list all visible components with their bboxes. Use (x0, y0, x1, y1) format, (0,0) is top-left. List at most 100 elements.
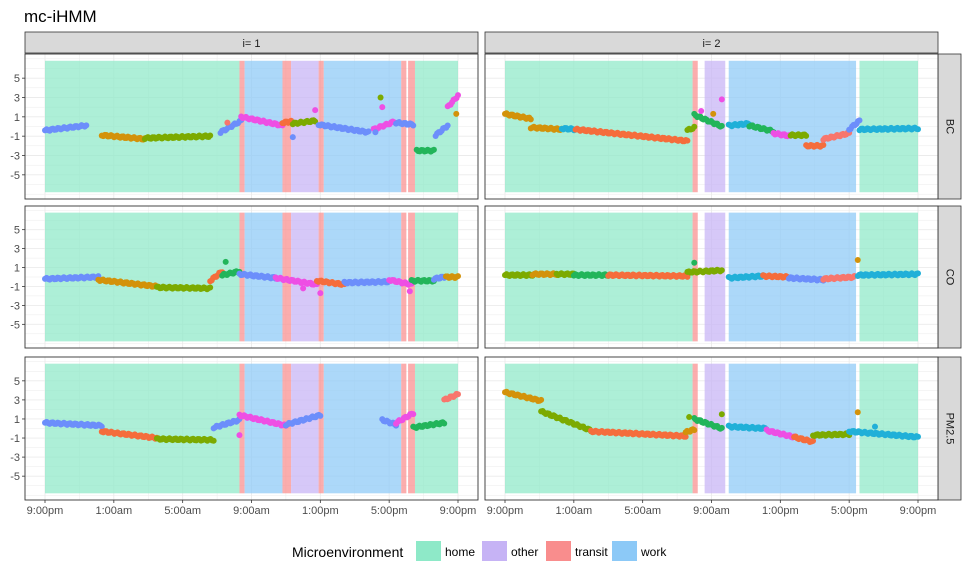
data-point (210, 437, 217, 444)
data-point-outlier (718, 411, 725, 418)
panel-i-1-co: 5 3 1 -1 -3 -5 (10, 205, 479, 349)
panel-i-1-bc: 5 3 1 -1 -3 -5 (10, 53, 479, 200)
data-point-outlier (317, 290, 324, 297)
y-tick-label: -1 (10, 433, 20, 445)
data-point (691, 427, 698, 434)
panel-i-2-pm2-5: 9:00pm 1:00am 5:00am 9:00am 1:00pm 5:00pm 9:00… (484, 356, 939, 517)
x-tick-label: 5:00pm (831, 505, 868, 517)
x-tick-label: 1:00pm (762, 505, 799, 517)
y-tick-label: 3 (14, 395, 20, 407)
regime-band-home (45, 363, 240, 494)
data-point (915, 433, 921, 440)
legend-title: Microenvironment (292, 544, 403, 560)
data-point (83, 122, 90, 129)
x-tick-label: 9:00pm (900, 505, 937, 517)
regime-band-work (244, 363, 283, 494)
data-point-outlier (691, 259, 698, 266)
data-point (718, 122, 725, 129)
y-tick-label: 3 (14, 244, 20, 256)
data-point (684, 273, 691, 280)
data-point (803, 132, 810, 139)
data-point-outlier (718, 96, 725, 103)
legend-label-other: other (511, 545, 538, 559)
data-point (455, 391, 461, 398)
y-tick-label: 5 (14, 225, 20, 237)
y-tick-label: -1 (10, 131, 20, 143)
regime-band-transit (282, 60, 292, 193)
regime-band-other (291, 363, 319, 494)
data-point (682, 433, 689, 440)
x-tick-label: 9:00am (693, 505, 730, 517)
y-tick-label: -5 (10, 319, 20, 331)
panel-border (484, 53, 939, 200)
data-point-outlier (710, 110, 717, 117)
x-tick-label: 1:00pm (302, 505, 339, 517)
regime-band-other (704, 212, 726, 342)
data-point-outlier (854, 256, 861, 263)
panel-grid: i= 1 i= 2 BC CO PM2.5 5 3 1 -1 -3 -5 5 3 1 -1 -3 -5 5 3 1 -1… (10, 31, 962, 517)
data-point (430, 146, 437, 153)
panel-i-1-pm2-5: 5 3 1 -1 -3 -5 9:00pm 1:00am 5:00am 9:00am 1:00pm 5… (10, 356, 479, 517)
x-tick-label: 5:00pm (371, 505, 408, 517)
data-point (684, 137, 691, 144)
data-point-outlier (406, 288, 413, 295)
regime-band-transit (318, 212, 324, 342)
regime-band-transit (401, 212, 407, 342)
legend-label-home: home (445, 545, 475, 559)
y-tick-label: 1 (14, 112, 20, 124)
data-point (820, 141, 827, 148)
data-point (441, 420, 448, 427)
y-tick-label: -5 (10, 170, 20, 182)
x-tick-label: 9:00am (233, 505, 270, 517)
y-tick-label: 1 (14, 263, 20, 275)
regime-band-transit (239, 60, 245, 193)
y-tick-label: -3 (10, 300, 20, 312)
data-point-outlier (236, 432, 243, 439)
legend-label-work: work (640, 545, 667, 559)
data-point-outlier (871, 423, 878, 430)
panel-border (24, 205, 479, 349)
x-tick-label: 1:00am (95, 505, 132, 517)
data-point (915, 126, 921, 133)
regime-band-home (414, 60, 458, 193)
data-point (317, 412, 324, 419)
regime-band-other (291, 212, 319, 342)
y-tick-label: 3 (14, 93, 20, 105)
x-tick-label: 9:00pm (440, 505, 477, 517)
y-tick-label: 1 (14, 414, 20, 426)
legend-key-transit (546, 541, 571, 561)
x-tick-label: 9:00pm (487, 505, 524, 517)
data-point (455, 273, 461, 280)
strip-label-bc: BC (944, 119, 956, 134)
data-point-outlier (300, 285, 307, 292)
data-point (810, 437, 817, 444)
legend-label-transit: transit (575, 545, 608, 559)
data-point-outlier (372, 129, 379, 136)
legend: Microenvironment home other transit work (292, 541, 667, 561)
y-tick-label: 5 (14, 73, 20, 85)
x-tick-label: 5:00am (624, 505, 661, 517)
strip-i-1 (24, 31, 479, 54)
data-point (718, 424, 725, 431)
data-point-outlier (312, 107, 319, 114)
y-tick-label: -3 (10, 151, 20, 163)
strip-label-pm2-5: PM2.5 (944, 413, 956, 445)
data-point (98, 423, 105, 430)
y-tick-label: -3 (10, 452, 20, 464)
regime-band-home (505, 363, 693, 494)
data-point (718, 267, 725, 274)
panel-i-2-bc (484, 53, 939, 200)
panel-i-2-co (484, 205, 939, 349)
regime-band-transit (401, 363, 407, 494)
regime-band-home (859, 363, 918, 494)
regime-band-other (291, 60, 319, 193)
data-point-outlier (854, 409, 861, 416)
data-point-outlier (379, 104, 386, 111)
data-point (915, 270, 921, 277)
data-point (410, 411, 417, 418)
strip-label-i-2: i= 2 (702, 38, 720, 50)
x-tick-label: 1:00am (555, 505, 592, 517)
data-point (856, 117, 863, 124)
data-point (691, 123, 698, 130)
